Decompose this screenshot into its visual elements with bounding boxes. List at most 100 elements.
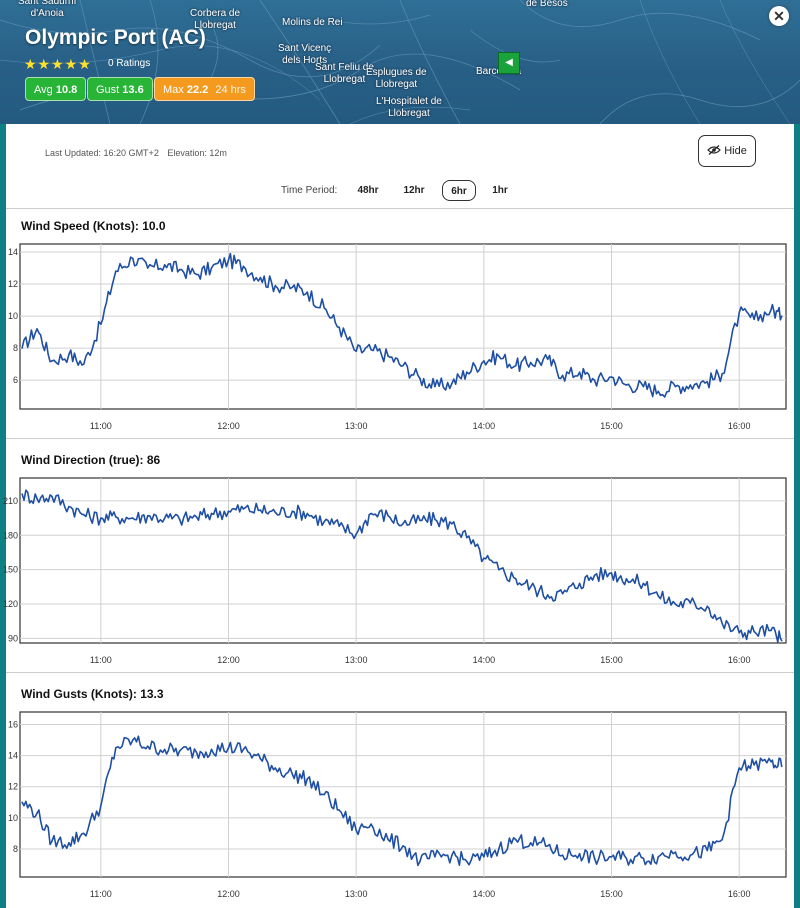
location-marker-icon[interactable]: ◀ <box>498 52 520 74</box>
data-point <box>100 323 102 325</box>
data-point <box>274 767 277 769</box>
data-point <box>515 838 517 841</box>
data-point <box>578 371 581 373</box>
data-point <box>434 856 436 858</box>
data-point <box>515 364 517 367</box>
data-point <box>146 267 149 269</box>
plot-area <box>19 243 787 410</box>
wind-speed-title: Wind Speed (Knots): 10.0 <box>21 219 166 233</box>
elevation: Elevation: 12m <box>167 148 227 158</box>
data-point <box>242 748 245 751</box>
meta-info: Last Updated: 16:20 GMT+2 Elevation: 12m <box>45 148 227 158</box>
avg-value: 10.8 <box>55 84 78 96</box>
data-point <box>657 390 660 393</box>
x-tick-label: 15:00 <box>600 889 623 899</box>
data-point <box>338 809 341 811</box>
y-tick-label: 6 <box>13 375 18 385</box>
data-point <box>498 568 500 571</box>
x-tick-label: 13:00 <box>345 421 368 431</box>
y-tick-label: 14 <box>8 247 18 257</box>
x-tick-label: 12:00 <box>217 655 240 665</box>
data-point <box>146 515 149 517</box>
time-period-1hr[interactable]: 1hr <box>492 185 508 196</box>
data-point <box>402 845 404 847</box>
data-point <box>434 385 436 388</box>
data-point <box>51 360 53 362</box>
data-point <box>721 622 723 625</box>
time-period-48hr[interactable]: 48hr <box>357 185 379 196</box>
data-point <box>210 748 213 751</box>
time-period-label: Time Period: <box>281 185 338 196</box>
data-point <box>259 757 262 760</box>
data-point <box>178 518 181 521</box>
y-tick-label: 16 <box>8 719 18 729</box>
map-label: Sant Feliu de Llobregat <box>315 62 374 85</box>
x-tick-label: 12:00 <box>217 421 240 431</box>
y-tick-label: 180 <box>3 530 18 540</box>
data-point <box>738 767 740 769</box>
time-period-12hr[interactable]: 12hr <box>403 185 425 196</box>
map-label: L'Hospitalet de Llobregat <box>376 96 442 119</box>
data-point <box>402 364 404 367</box>
location-header: Sant Sadurní d'Anoia Corbera de Llobrega… <box>0 0 800 124</box>
divider <box>6 438 794 439</box>
data-point <box>370 823 372 825</box>
data-point <box>306 778 309 780</box>
wind-speed-chart[interactable]: 6 8 10 12 14 11:00 12:00 13:00 14:00 15:00 16:00 <box>0 238 800 434</box>
wind-gusts-chart[interactable]: 8 10 12 14 16 11:00 12:00 13:00 14:00 15:00 16:00 <box>0 706 800 902</box>
y-tick-label: 14 <box>8 751 18 761</box>
data-point <box>483 360 485 362</box>
data-point <box>770 308 772 311</box>
data-point <box>195 273 198 276</box>
star-rating-icon[interactable]: ★★★★★ <box>24 56 92 72</box>
data-point <box>770 629 772 632</box>
data-point <box>323 520 326 523</box>
data-point <box>21 347 23 349</box>
y-tick-label: 12 <box>8 279 18 289</box>
data-point <box>306 512 309 515</box>
last-updated: Last Updated: 16:20 GMT+2 <box>45 148 159 158</box>
map-label: Sant Vicenç dels Horts <box>278 43 332 66</box>
data-point <box>51 840 53 842</box>
data-point <box>274 511 277 514</box>
data-point <box>146 745 149 747</box>
data-point <box>242 508 245 510</box>
data-point <box>689 602 692 604</box>
y-tick-label: 210 <box>3 496 18 506</box>
data-point <box>291 773 294 776</box>
data-point <box>546 845 549 847</box>
data-point <box>132 739 134 741</box>
data-point <box>451 382 453 385</box>
x-tick-label: 11:00 <box>90 889 112 899</box>
y-tick-label: 90 <box>8 633 18 643</box>
data-point <box>274 284 277 287</box>
data-point <box>483 557 485 559</box>
data-point <box>36 328 38 330</box>
map-label: Molins de Rei <box>282 17 343 28</box>
data-point <box>674 603 677 605</box>
data-point <box>674 385 677 388</box>
data-point <box>83 513 85 516</box>
data-point <box>323 793 326 796</box>
gust-value: 13.6 <box>122 84 144 96</box>
x-tick-label: 15:00 <box>600 421 623 431</box>
data-point <box>419 519 421 522</box>
data-point <box>625 578 628 580</box>
wind-direction-chart[interactable]: 90 120 150 180 210 11:00 12:00 13:00 14:00 15:00 1… <box>0 472 800 668</box>
data-point <box>738 312 740 314</box>
data-point <box>387 515 389 517</box>
hide-button[interactable]: Hide <box>698 135 756 167</box>
data-point <box>68 505 70 508</box>
avg-badge: Avg 10.8 <box>25 77 87 101</box>
data-point <box>210 512 213 515</box>
data-point <box>561 592 564 595</box>
close-button[interactable]: ✕ <box>769 6 789 26</box>
ratings-count: 0 Ratings <box>108 58 151 69</box>
data-point <box>689 384 692 386</box>
data-point <box>68 353 70 356</box>
wind-direction-title: Wind Direction (true): 86 <box>21 453 161 467</box>
data-point <box>36 497 38 500</box>
data-point <box>195 516 198 518</box>
x-tick-label: 14:00 <box>473 421 496 431</box>
time-period-6hr[interactable]: 6hr <box>442 180 476 201</box>
